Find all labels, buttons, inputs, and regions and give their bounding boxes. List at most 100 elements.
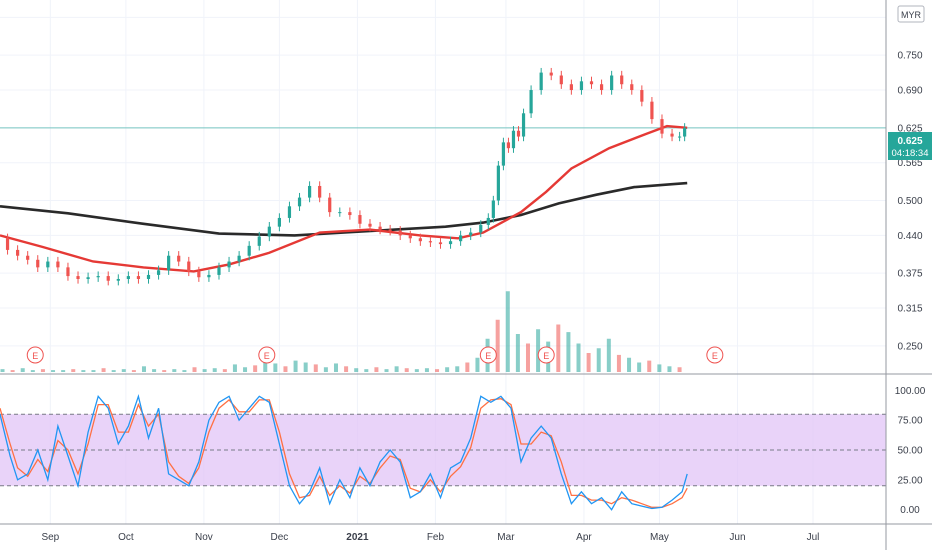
volume-bar bbox=[424, 368, 429, 372]
candle-body bbox=[177, 255, 181, 262]
earnings-marker-circle bbox=[537, 346, 555, 364]
volume-bar bbox=[465, 362, 470, 372]
candle-body bbox=[506, 142, 511, 149]
volume-bar bbox=[222, 369, 227, 372]
candle-body bbox=[496, 165, 500, 201]
candle-body bbox=[136, 276, 141, 279]
candle-body bbox=[501, 142, 506, 166]
currency-badge[interactable]: MYR bbox=[897, 5, 925, 23]
volume-bar bbox=[495, 319, 500, 372]
price-tick-label: 0.440 bbox=[897, 231, 922, 242]
month-label: Jun bbox=[729, 532, 745, 543]
month-label: Feb bbox=[427, 532, 445, 543]
candle-body bbox=[529, 90, 533, 114]
price-tick-label: 0.625 bbox=[897, 123, 922, 134]
candle-body bbox=[398, 230, 402, 236]
volume-bar bbox=[40, 369, 45, 372]
candle-body bbox=[76, 276, 80, 279]
volume-bar bbox=[576, 343, 581, 372]
volume-bar bbox=[606, 338, 611, 372]
volume-bar bbox=[61, 370, 66, 372]
candle-body bbox=[589, 81, 594, 85]
earnings-marker-circle bbox=[706, 346, 724, 364]
volume-bar bbox=[657, 364, 662, 372]
volume-bar bbox=[111, 370, 116, 372]
volume-bar bbox=[323, 367, 328, 372]
currency-badge-label: MYR bbox=[901, 10, 922, 20]
volume-bar bbox=[435, 369, 440, 372]
price-tick-label: 0.250 bbox=[897, 341, 922, 352]
volume-bar bbox=[445, 367, 450, 372]
volume-bar bbox=[313, 364, 318, 372]
candle-body bbox=[36, 259, 40, 268]
volume-bar bbox=[616, 354, 621, 372]
candle-body bbox=[678, 136, 682, 138]
candle-body bbox=[630, 84, 634, 91]
candle-body bbox=[267, 226, 271, 237]
earnings-marker-circle bbox=[26, 346, 44, 364]
volume-bar bbox=[354, 368, 359, 372]
price-tick-label: 0.375 bbox=[897, 269, 922, 280]
price-tick-label: 0.750 bbox=[897, 51, 922, 62]
volume-bar bbox=[536, 329, 541, 372]
volume-bar bbox=[394, 366, 399, 372]
earnings-marker[interactable]: E bbox=[479, 346, 497, 364]
volume-bar bbox=[586, 353, 591, 372]
volume-bar bbox=[627, 357, 632, 372]
month-label: Apr bbox=[576, 532, 592, 543]
earnings-marker[interactable]: E bbox=[258, 346, 276, 364]
earnings-marker-label: E bbox=[32, 351, 38, 361]
volume-bar bbox=[364, 369, 369, 372]
candle-body bbox=[86, 277, 90, 279]
month-label: Nov bbox=[195, 532, 213, 543]
candle-body bbox=[559, 75, 563, 85]
volume-bar bbox=[141, 366, 146, 372]
month-label: Jul bbox=[807, 532, 820, 543]
price-tick-label: 0.500 bbox=[897, 196, 922, 207]
candle-body bbox=[5, 238, 10, 250]
candle-body bbox=[16, 249, 20, 256]
volume-bar bbox=[333, 363, 338, 372]
volume-bar bbox=[0, 369, 5, 372]
volume-bar bbox=[596, 348, 601, 372]
volume-bar bbox=[647, 360, 652, 372]
stoch-tick-label: 100.00 bbox=[895, 386, 926, 397]
earnings-marker[interactable]: E bbox=[26, 346, 44, 364]
candle-body bbox=[388, 229, 392, 231]
candle-body bbox=[670, 133, 674, 137]
countdown-value: 04:18:34 bbox=[892, 148, 929, 159]
volume-bar bbox=[293, 360, 298, 372]
candle-body bbox=[368, 223, 372, 227]
volume-bar bbox=[384, 369, 389, 372]
candle-body bbox=[207, 274, 211, 278]
volume-bar bbox=[71, 369, 76, 372]
volume-bar bbox=[515, 334, 520, 372]
earnings-marker[interactable]: E bbox=[537, 346, 555, 364]
candle-body bbox=[116, 278, 120, 281]
candle-body bbox=[146, 274, 151, 279]
candle-body bbox=[511, 130, 516, 149]
candle-body bbox=[620, 75, 624, 85]
volume-bar bbox=[172, 369, 177, 372]
candle-body bbox=[96, 276, 100, 278]
earnings-marker-label: E bbox=[543, 351, 549, 361]
volume-bar bbox=[101, 368, 106, 372]
month-label: May bbox=[650, 532, 669, 543]
candle-body bbox=[26, 255, 30, 260]
earnings-marker[interactable]: E bbox=[706, 346, 724, 364]
volume-bar bbox=[10, 370, 15, 372]
candle-body bbox=[197, 271, 201, 278]
volume-bar bbox=[121, 369, 126, 372]
candle-body bbox=[227, 261, 231, 268]
candle-body bbox=[549, 72, 553, 76]
last-price-value: 0.625 bbox=[897, 136, 922, 147]
volume-bar bbox=[556, 324, 561, 372]
month-label: Mar bbox=[497, 532, 515, 543]
volume-bar bbox=[162, 370, 167, 372]
volume-bar bbox=[192, 367, 197, 372]
candle-body bbox=[338, 212, 342, 214]
candle-body bbox=[579, 81, 584, 91]
candle-body bbox=[448, 241, 453, 245]
